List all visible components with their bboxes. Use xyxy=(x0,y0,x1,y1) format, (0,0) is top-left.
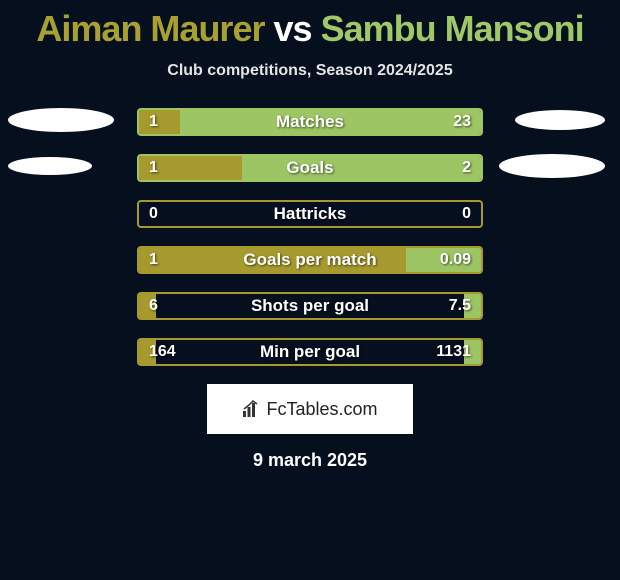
stat-row: 12Goals xyxy=(0,154,620,182)
subtitle: Club competitions, Season 2024/2025 xyxy=(0,62,620,80)
stat-row: 10.09Goals per match xyxy=(0,246,620,274)
stat-label: Matches xyxy=(139,112,481,132)
stat-label: Shots per goal xyxy=(139,296,481,316)
date: 9 march 2025 xyxy=(0,450,620,471)
comparison-chart: 123Matches 12Goals 00Hattricks 10.09Goals p… xyxy=(0,108,620,366)
stat-bar: 12Goals xyxy=(137,154,483,182)
player1-name: Aiman Maurer xyxy=(36,8,264,49)
stat-bar: 10.09Goals per match xyxy=(137,246,483,274)
stat-bar: 123Matches xyxy=(137,108,483,136)
ellipse-right xyxy=(515,110,605,130)
ellipse-left xyxy=(8,108,114,132)
comparison-title: Aiman Maurer vs Sambu Mansoni xyxy=(0,0,620,50)
stat-row: 00Hattricks xyxy=(0,200,620,228)
bar-chart-icon xyxy=(242,400,262,418)
stat-label: Min per goal xyxy=(139,342,481,362)
player2-name: Sambu Mansoni xyxy=(321,8,584,49)
stat-label: Goals per match xyxy=(139,250,481,270)
stat-row: 123Matches xyxy=(0,108,620,136)
stat-row: 1641131Min per goal xyxy=(0,338,620,366)
stat-row: 67.5Shots per goal xyxy=(0,292,620,320)
stat-bar: 00Hattricks xyxy=(137,200,483,228)
stat-label: Goals xyxy=(139,158,481,178)
logo-text: FcTables.com xyxy=(266,399,377,420)
logo-box: FcTables.com xyxy=(207,384,413,434)
stat-bar: 67.5Shots per goal xyxy=(137,292,483,320)
vs-text: vs xyxy=(274,8,312,49)
stat-bar: 1641131Min per goal xyxy=(137,338,483,366)
logo: FcTables.com xyxy=(242,399,377,420)
stat-label: Hattricks xyxy=(139,204,481,224)
ellipse-right xyxy=(499,154,605,178)
ellipse-left xyxy=(8,157,92,175)
